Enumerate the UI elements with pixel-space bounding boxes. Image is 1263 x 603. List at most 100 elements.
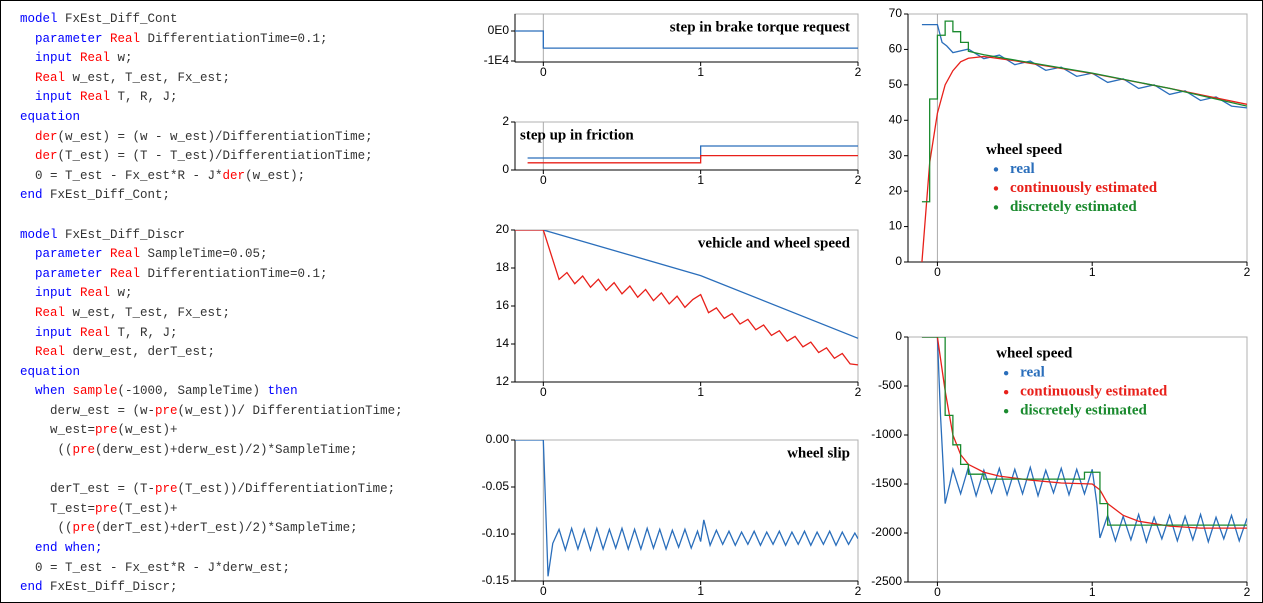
code-token: model	[20, 227, 58, 242]
code-token: Real	[72, 325, 111, 340]
code-token: pre	[72, 521, 96, 536]
code-token: ((	[20, 521, 73, 536]
y-tick-label: 14	[496, 336, 510, 350]
series-line	[515, 230, 858, 339]
series-line	[921, 337, 1247, 529]
series-line	[515, 230, 858, 366]
code-line: model FxEst_Diff_Discr	[20, 226, 403, 246]
code-token: Real	[20, 305, 66, 320]
code-token: derw_est, derT_est;	[65, 345, 216, 360]
code-token: (derT_est)+derT_est)/2)*SampleTime;	[95, 521, 358, 536]
code-token: equation	[20, 364, 81, 379]
chart-title: step in brake torque request	[670, 19, 850, 35]
x-tick-label: 0	[934, 265, 941, 279]
code-token: Real	[72, 90, 111, 105]
y-tick-label: 2	[502, 114, 509, 128]
code-token: parameter	[20, 31, 103, 46]
legend-marker	[993, 186, 999, 191]
x-tick-label: 0	[540, 65, 547, 79]
code-token: sample	[65, 384, 118, 399]
y-tick-label: -1500	[871, 476, 902, 490]
code-line: end FxEst_Diff_Cont;	[20, 186, 403, 206]
x-tick-label: 1	[1089, 585, 1096, 599]
chart-title: step up in friction	[520, 127, 634, 143]
y-tick-label: -2500	[871, 574, 902, 588]
y-tick-label: 40	[889, 112, 903, 126]
code-token: w_est, T_est, Fx_est;	[65, 70, 231, 85]
code-token: then	[267, 384, 298, 399]
legend-label: real	[1010, 161, 1035, 177]
y-tick-label: 16	[496, 298, 510, 312]
code-token: input	[20, 286, 73, 301]
code-token: (w_est)+	[117, 423, 178, 438]
legend-marker	[1003, 408, 1009, 414]
code-token: ((	[20, 443, 73, 458]
legend-marker	[993, 205, 999, 210]
code-token: end	[20, 580, 43, 595]
x-tick-label: 2	[855, 584, 862, 598]
legend-title: wheel speed	[996, 346, 1073, 362]
y-tick-label: 0	[895, 329, 902, 343]
code-token: end when;	[20, 541, 103, 556]
code-token: input	[20, 325, 73, 340]
legend-label: continuously estimated	[1020, 384, 1168, 400]
y-tick-label: -0.05	[482, 479, 510, 493]
code-token: SampleTime=0.05;	[140, 247, 268, 262]
series-line	[921, 20, 1247, 203]
code-token: Real	[102, 266, 141, 281]
code-token: 0 = T_est - Fx_est*R - J*	[20, 168, 223, 183]
x-tick-label: 1	[697, 173, 704, 187]
chart-title: vehicle and wheel speed	[698, 235, 851, 251]
code-token: (T_est))/DifferentiationTime;	[177, 482, 396, 497]
code-line: parameter Real DifferentiationTime=0.1;	[20, 265, 403, 285]
code-token: der	[20, 129, 58, 144]
code-line: der(T_est) = (T - T_est)/Differentiation…	[20, 147, 403, 167]
code-token: Real	[72, 286, 111, 301]
code-token: Real	[20, 70, 66, 85]
code-token: T, R, J;	[110, 90, 178, 105]
x-tick-label: 0	[540, 173, 547, 187]
plot-frame	[907, 336, 1248, 583]
code-line: ((pre(derw_est)+derw_est)/2)*SampleTime;	[20, 441, 403, 461]
code-line: ((pre(derT_est)+derT_est)/2)*SampleTime;	[20, 519, 403, 539]
legend-marker	[993, 167, 999, 172]
code-token: Real	[72, 51, 111, 66]
code-line: derw_est = (w-pre(w_est))/ Differentiati…	[20, 402, 403, 422]
x-tick-label: 2	[855, 65, 862, 79]
chart-title: wheel slip	[787, 445, 850, 461]
y-tick-label: -500	[878, 378, 902, 392]
legend-label: discretely estimated	[1020, 403, 1147, 419]
code-token: w;	[110, 286, 133, 301]
series-line	[921, 337, 1247, 526]
y-tick-label: -0.15	[482, 573, 510, 587]
code-line: Real derw_est, derT_est;	[20, 343, 403, 363]
code-token: Real	[102, 31, 141, 46]
y-tick-label: 0	[502, 162, 509, 176]
code-line: Real w_est, T_est, Fx_est;	[20, 69, 403, 89]
code-listing: model FxEst_Diff_Cont parameter Real Dif…	[20, 10, 403, 603]
code-line: Real w_est, T_est, Fx_est;	[20, 304, 403, 324]
code-token: derw_est = (w-	[20, 403, 156, 418]
x-tick-label: 1	[697, 65, 704, 79]
code-line: equation	[20, 108, 403, 128]
x-tick-label: 0	[934, 585, 941, 599]
code-line: parameter Real SampleTime=0.05;	[20, 245, 403, 265]
code-line: when sample(-1000, SampleTime) then	[20, 382, 403, 402]
code-token: FxEst_Diff_Cont	[57, 12, 178, 26]
y-tick-label: -0.10	[482, 526, 510, 540]
code-line: T_est=pre(T_est)+	[20, 500, 403, 520]
code-token: der	[222, 168, 246, 183]
y-tick-label: 20	[496, 222, 510, 236]
code-token: pre	[95, 501, 118, 516]
y-tick-label: 60	[889, 42, 903, 56]
code-token: DifferentiationTime=0.1;	[140, 31, 328, 46]
y-tick-label: 10	[889, 219, 903, 233]
code-block: model FxEst_Diff_Discr parameter Real Sa…	[20, 226, 403, 461]
code-token: T_est=	[20, 501, 96, 516]
code-token: (w_est);	[245, 168, 306, 183]
code-token: pre	[95, 423, 118, 438]
legend-marker	[1003, 370, 1009, 376]
code-token: pre	[155, 403, 178, 418]
series-line	[515, 440, 858, 577]
